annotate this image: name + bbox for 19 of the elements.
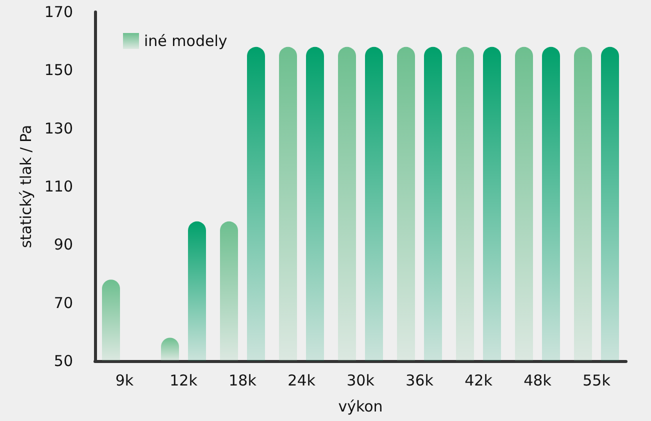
y-tick-label: 110 xyxy=(44,178,73,196)
x-tick-label: 55k xyxy=(582,372,611,390)
y-tick-label: 150 xyxy=(44,61,73,80)
y-axis-title: statický tlak / Pa xyxy=(16,124,35,248)
x-tick-label: 36k xyxy=(406,372,434,390)
x-tick-label: 9k xyxy=(115,372,134,390)
x-tick-label: 12k xyxy=(170,372,198,390)
x-tick-label: 24k xyxy=(288,372,316,390)
x-tick-label: 18k xyxy=(228,372,257,390)
y-tick-label: 70 xyxy=(54,294,73,312)
x-tick-label: 48k xyxy=(524,372,552,390)
x-axis-title: výkon xyxy=(338,398,383,416)
legend-label: iné modely xyxy=(144,32,228,50)
y-tick-label: 50 xyxy=(54,352,73,370)
y-tick-label: 90 xyxy=(54,236,73,254)
y-tick-label: 130 xyxy=(44,119,73,138)
y-tick-label: 170 xyxy=(44,3,73,21)
x-tick-label: 30k xyxy=(346,372,375,390)
x-tick-label: 42k xyxy=(464,372,493,390)
